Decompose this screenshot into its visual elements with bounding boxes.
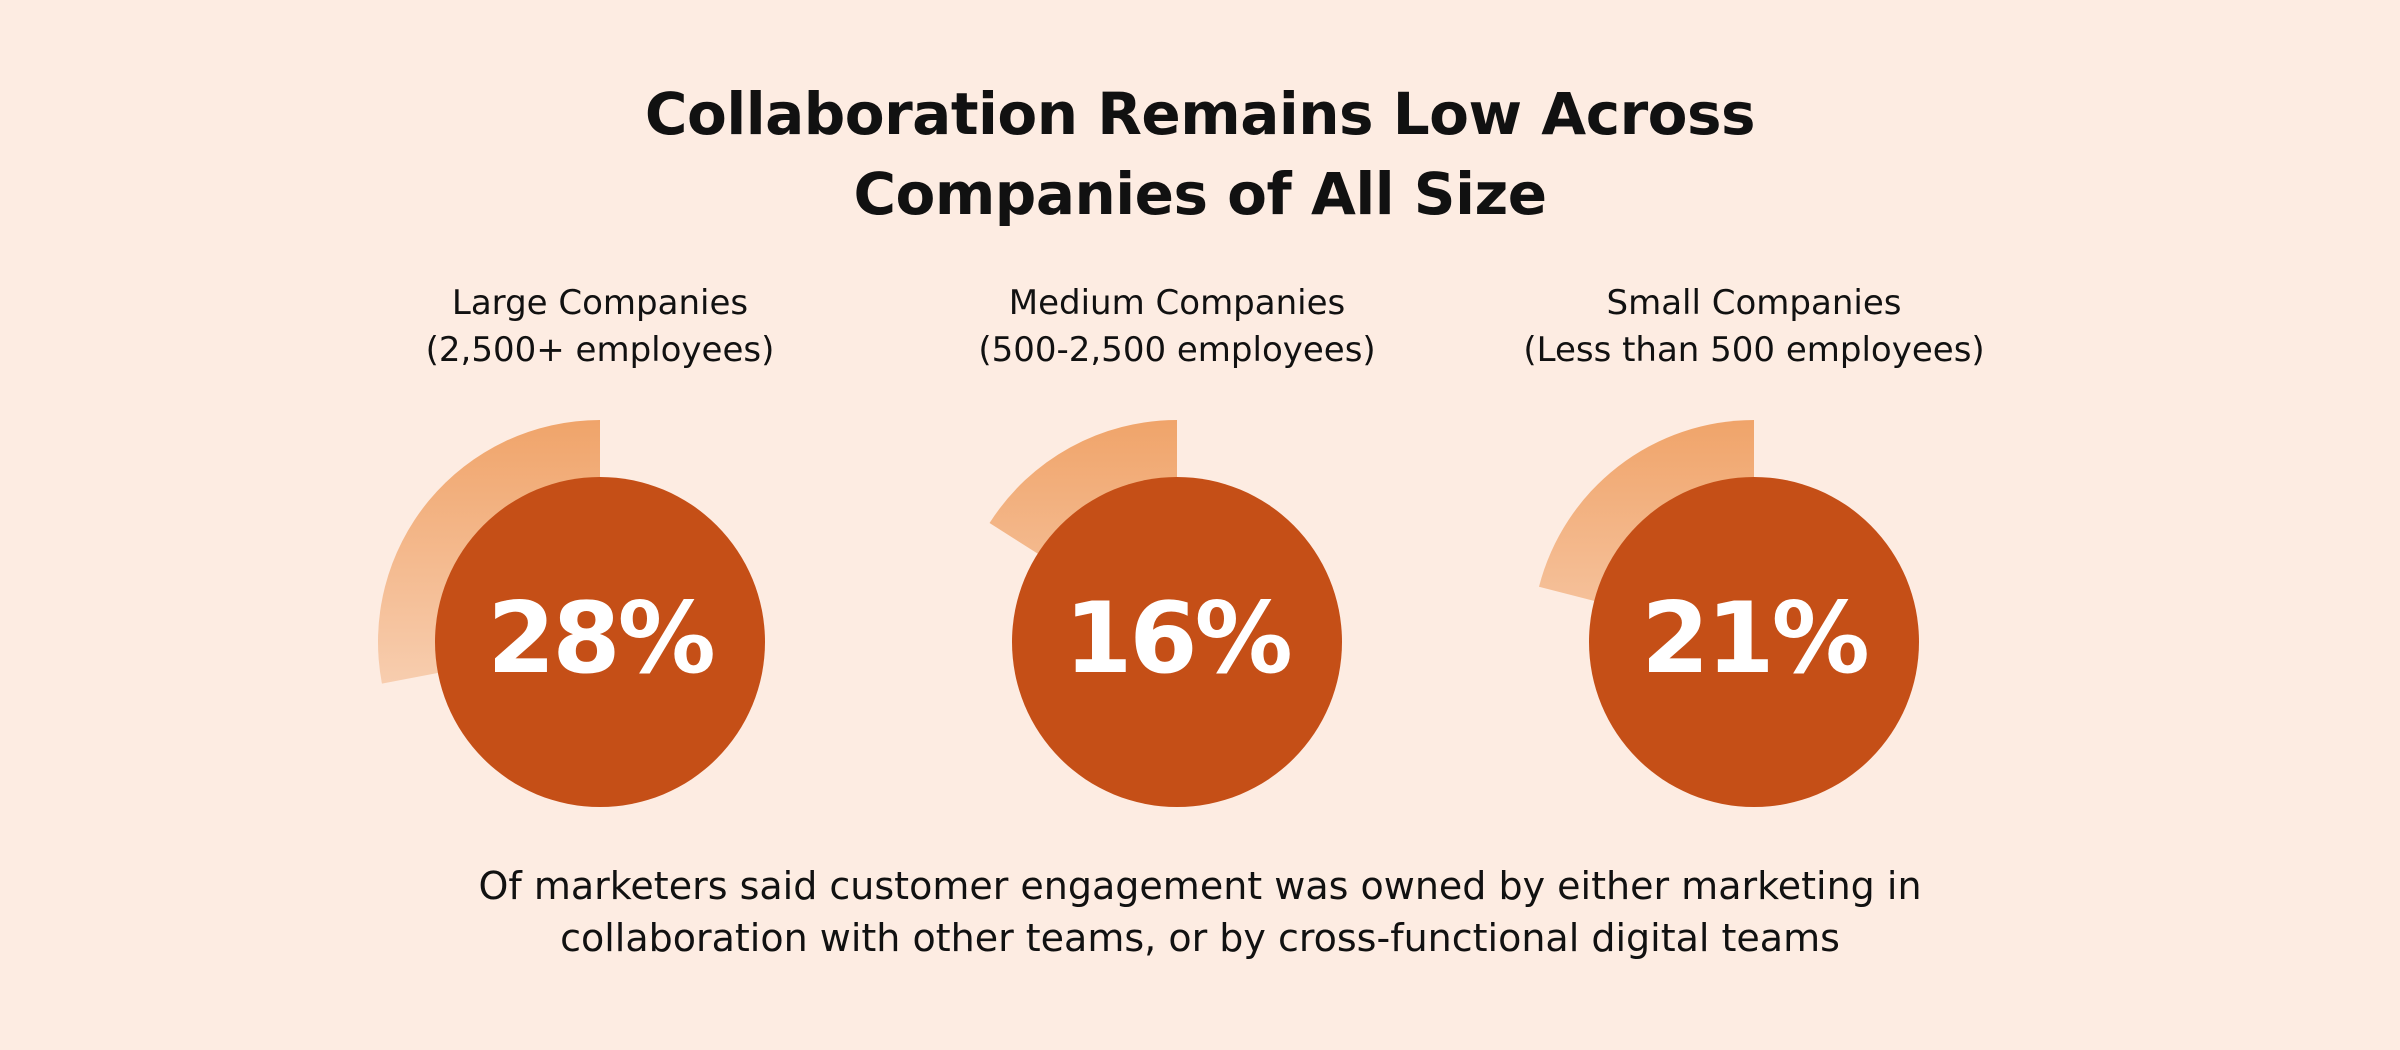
radial-chart-large: 28%	[377, 420, 765, 807]
footnote-line-2: collaboration with other teams, or by cr…	[560, 916, 1840, 960]
footnote-line-1: Of marketers said customer engagement wa…	[478, 864, 1922, 908]
chart-title-line-2: Companies of All Size	[853, 160, 1547, 228]
value-circle-small	[1589, 477, 1919, 807]
value-label-medium: 16%	[1064, 582, 1290, 696]
category-label-small: Small Companies (Less than 500 employees…	[1454, 280, 2054, 374]
panel-small-companies: Small Companies (Less than 500 employees…	[1454, 280, 2054, 820]
category-label-large-line-1: Large Companies	[451, 283, 749, 323]
radial-chart-small: 21%	[1538, 420, 1919, 807]
footnote: Of marketers said customer engagement wa…	[0, 860, 2400, 964]
panel-large-companies: Large Companies (2,500+ employees) 28%	[300, 280, 900, 820]
value-label-small: 21%	[1641, 582, 1867, 696]
value-label-large: 28%	[487, 582, 713, 696]
radial-chart-medium: 16%	[989, 420, 1342, 807]
category-label-medium-line-2: (500-2,500 employees)	[978, 330, 1376, 370]
chart-title: Collaboration Remains Low Across Compani…	[0, 74, 2400, 234]
category-label-medium: Medium Companies (500-2,500 employees)	[877, 280, 1477, 374]
category-label-large-line-2: (2,500+ employees)	[425, 330, 775, 370]
panel-medium-companies: Medium Companies (500-2,500 employees) 1…	[877, 280, 1477, 820]
category-label-medium-line-1: Medium Companies	[1008, 283, 1346, 323]
value-circle-large	[435, 477, 765, 807]
chart-title-line-1: Collaboration Remains Low Across	[644, 80, 1756, 148]
category-label-small-line-2: (Less than 500 employees)	[1523, 330, 1985, 370]
category-label-large: Large Companies (2,500+ employees)	[300, 280, 900, 374]
category-label-small-line-1: Small Companies	[1606, 283, 1902, 323]
value-circle-medium	[1012, 477, 1342, 807]
